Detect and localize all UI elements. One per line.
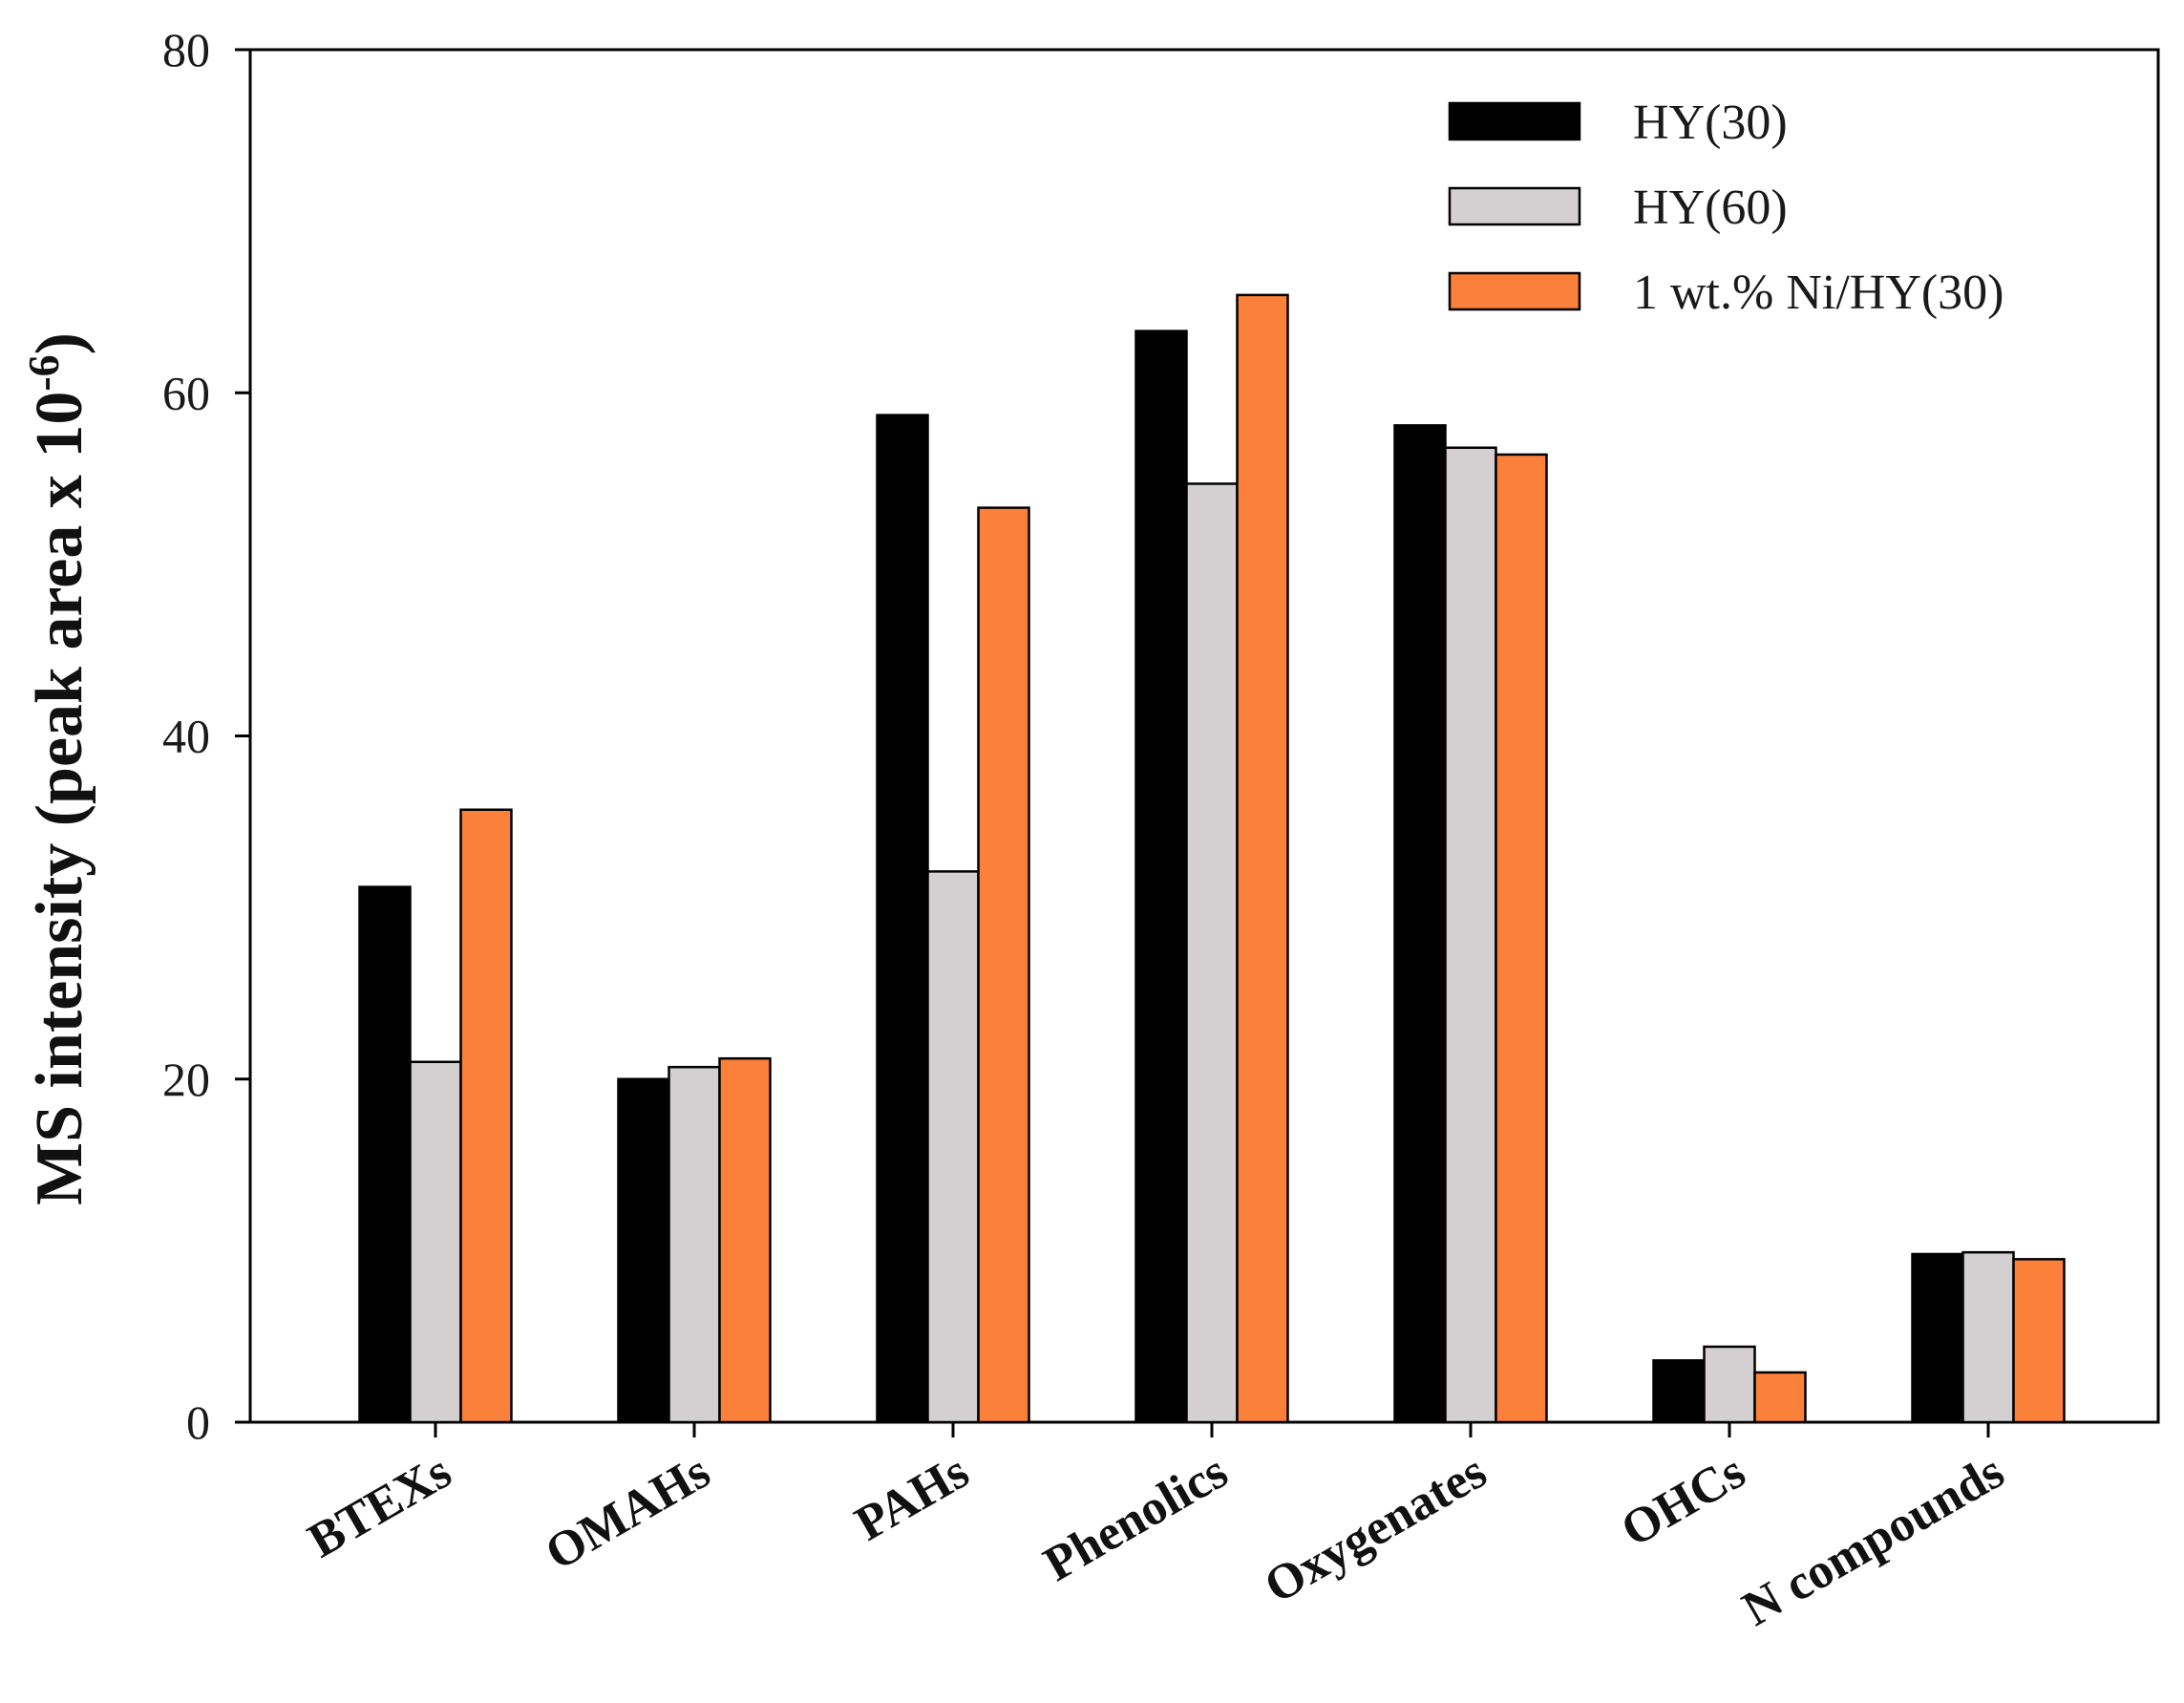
bar-1-wt-ni-hy-30--ohcs [1753, 1371, 1807, 1424]
bar-hy-60--btexs [409, 1060, 462, 1424]
y-tick-label: 40 [162, 710, 210, 763]
x-category-label: OHCs [1612, 1444, 1754, 1558]
bar-hy-60--omahs [668, 1065, 721, 1424]
legend-swatch [1448, 186, 1581, 226]
x-category-label: BTEXs [299, 1444, 460, 1568]
bar-1-wt-ni-hy-30--pahs [977, 506, 1030, 1424]
bar-hy-30--btexs [358, 885, 412, 1424]
bar-1-wt-ni-hy-30--btexs [459, 808, 513, 1424]
legend-label: HY(30) [1633, 96, 1788, 150]
bar-1-wt-ni-hy-30--omahs [718, 1056, 772, 1424]
bar-1-wt-ni-hy-30--oxygenates [1495, 453, 1548, 1424]
x-category-label: Phenolics [1035, 1444, 1237, 1592]
bars [358, 293, 2066, 1424]
bar-hy-60--pahs [926, 870, 980, 1424]
y-tick-label: 60 [162, 366, 210, 419]
x-category-label: N compounds [1733, 1444, 2013, 1637]
x-category-label: OMAHs [537, 1444, 719, 1581]
legend-swatch [1448, 101, 1581, 141]
x-category-label: PAHs [846, 1444, 978, 1551]
y-tick-label: 0 [186, 1395, 210, 1449]
bar-1-wt-ni-hy-30--n-compounds [2012, 1258, 2066, 1424]
bar-1-wt-ni-hy-30--phenolics [1236, 293, 1289, 1424]
bar-hy-30--phenolics [1134, 330, 1188, 1424]
y-tick-label: 20 [162, 1053, 210, 1106]
legend-label: HY(60) [1633, 181, 1788, 235]
legend-label: 1 wt.% Ni/HY(30) [1633, 266, 2004, 320]
y-tick-label: 80 [162, 23, 210, 76]
bar-hy-60--ohcs [1703, 1345, 1756, 1424]
bar-hy-30--oxygenates [1393, 424, 1447, 1424]
bar-hy-30--pahs [876, 414, 929, 1424]
bar-hy-30--n-compounds [1911, 1252, 1964, 1424]
legend-swatch [1448, 271, 1581, 311]
bar-hy-60--oxygenates [1444, 446, 1497, 1424]
y-axis: 0 20 40 60 80 [162, 23, 250, 1449]
y-axis-title: MS intensity (peak area x 10-6) [19, 332, 96, 1205]
bar-hy-60--phenolics [1185, 482, 1239, 1424]
bar-hy-30--ohcs [1652, 1359, 1706, 1424]
x-category-label: Oxygenates [1256, 1444, 1495, 1614]
bar-hy-60--n-compounds [1961, 1250, 2015, 1424]
bar-hy-30--omahs [617, 1077, 670, 1424]
legend: HY(30) HY(60) 1 wt.% Ni/HY(30) [1448, 96, 2004, 320]
